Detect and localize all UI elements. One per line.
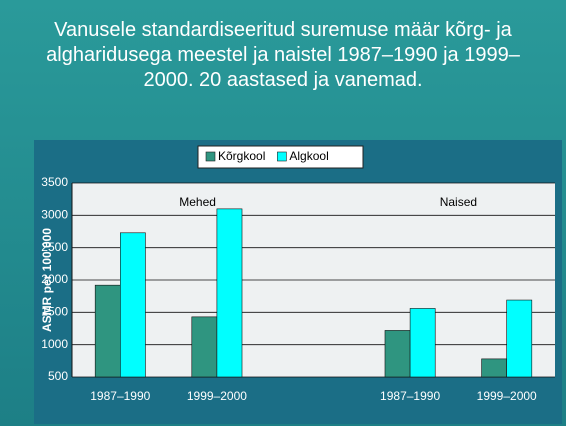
y-tick-label: 500 (48, 369, 68, 383)
bar (120, 232, 146, 378)
y-tick-label: 1500 (41, 305, 68, 319)
slide-title: Vanusele standardiseeritud suremuse määr… (46, 19, 520, 91)
y-axis-label: ASMR per 100 000 (40, 228, 54, 332)
x-tick-label: 1987–1990 (380, 389, 440, 403)
bar (216, 208, 243, 378)
y-tick-label: 3500 (41, 175, 68, 189)
legend-swatch (205, 151, 216, 162)
x-tick-label: 1999–2000 (477, 389, 537, 403)
legend-label: Algkool (289, 149, 328, 163)
annotation: Naised (440, 195, 477, 209)
bar (191, 316, 218, 378)
y-tick-label: 2000 (41, 272, 68, 286)
x-tick-label: 1999–2000 (187, 389, 247, 403)
legend-label: Kõrgkool (218, 149, 265, 163)
y-tick-label: 1000 (41, 337, 68, 351)
bar (409, 308, 436, 378)
bar (481, 358, 508, 378)
annotation: Mehed (179, 195, 216, 209)
bar (506, 299, 533, 378)
y-tick-label: 2500 (41, 240, 68, 254)
x-tick-label: 1987–1990 (90, 389, 150, 403)
bar (384, 330, 411, 378)
bar (94, 284, 121, 378)
y-tick-label: 3000 (41, 208, 68, 222)
legend-swatch (277, 151, 287, 162)
